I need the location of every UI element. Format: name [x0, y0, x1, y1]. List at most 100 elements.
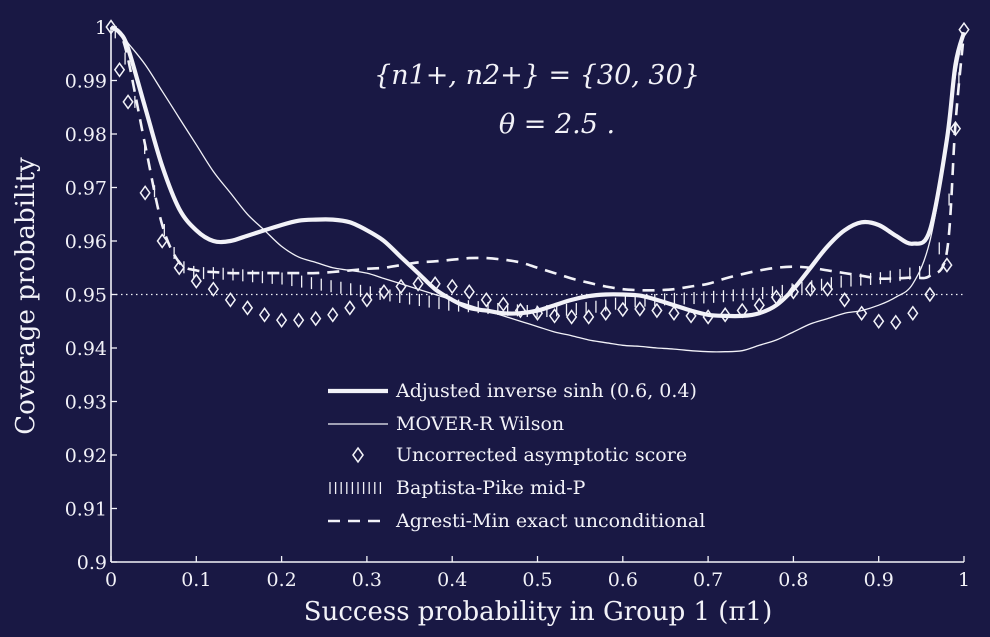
series-point-uncorrected-score	[787, 284, 800, 300]
y-tick-label: 0.9	[77, 552, 107, 574]
legend-item: Agresti-Min exact unconditional	[328, 510, 705, 532]
series-diamond	[105, 19, 970, 331]
series-thin	[110, 26, 965, 353]
series-point-uncorrected-score	[156, 233, 168, 249]
series-point-uncorrected-score	[310, 310, 322, 327]
series-point-uncorrected-score	[480, 292, 492, 308]
series-point-uncorrected-score	[258, 307, 271, 323]
series-point-uncorrected-score	[668, 305, 680, 322]
x-axis-title: Success probability in Group 1 (π1)	[304, 597, 772, 627]
tick-marks	[110, 26, 965, 563]
legend-label: MOVER-R Wilson	[396, 413, 564, 435]
series-point-uncorrected-score	[600, 305, 612, 322]
x-tick-labels: 0 0.1 0.2 0.3 0.4 0.5 0.6 0.7 0.8 0.9 1	[105, 569, 970, 591]
series-layer	[105, 19, 970, 353]
series-point-uncorrected-score	[651, 302, 663, 319]
x-tick-label: 0.6	[608, 569, 638, 591]
series-point-uncorrected-score	[583, 309, 595, 325]
legend-label: Adjusted inverse sinh (0.6, 0.4)	[395, 380, 697, 402]
series-point-uncorrected-score	[275, 312, 288, 328]
x-tick-label: 1	[958, 569, 970, 591]
legend-swatch-diamond	[352, 446, 364, 464]
series-point-uncorrected-score	[207, 281, 219, 297]
series-point-uncorrected-score	[139, 185, 151, 201]
series-point-uncorrected-score	[173, 259, 185, 276]
y-tick-label: 0.94	[65, 338, 107, 360]
y-tick-label: 0.96	[65, 231, 107, 253]
legend-label: Uncorrected asymptotic score	[396, 444, 687, 466]
series-point-uncorrected-score	[224, 292, 237, 308]
series-point-uncorrected-score	[634, 301, 646, 317]
y-tick-label: 0.91	[65, 499, 107, 521]
series-point-uncorrected-score	[873, 313, 885, 330]
x-tick-label: 0.2	[266, 569, 296, 591]
series-point-uncorrected-score	[378, 284, 390, 300]
series-point-uncorrected-score	[190, 273, 202, 289]
series-point-uncorrected-score	[497, 296, 509, 312]
x-tick-label: 0.1	[181, 569, 211, 591]
series-point-uncorrected-score	[344, 300, 356, 316]
y-tick-labels: 0.9 0.91 0.92 0.93 0.94 0.95 0.96 0.97 0.98 0.99 1	[65, 17, 107, 574]
series-point-uncorrected-score	[736, 302, 748, 319]
y-axis-title: Coverage probability	[11, 157, 41, 435]
series-point-uncorrected-score	[327, 307, 339, 323]
series-point-uncorrected-score	[293, 312, 305, 328]
series-point-uncorrected-score	[463, 284, 475, 300]
y-tick-label: 0.95	[65, 285, 107, 307]
series-point-uncorrected-score	[412, 276, 424, 292]
series-point-uncorrected-score	[395, 278, 407, 295]
x-tick-label: 0.9	[864, 569, 894, 591]
series-point-uncorrected-score	[122, 94, 134, 110]
legend-item: MOVER-R Wilson	[328, 413, 564, 435]
series-point-uncorrected-score	[105, 19, 117, 35]
series-point-uncorrected-score	[753, 297, 765, 313]
series-point-uncorrected-score	[770, 289, 782, 305]
series-point-uncorrected-score	[821, 281, 834, 297]
series-point-uncorrected-score	[241, 300, 254, 316]
series-point-uncorrected-score	[958, 21, 970, 38]
y-tick-label: 0.97	[65, 178, 107, 200]
series-point-uncorrected-score	[719, 307, 731, 323]
series-point-uncorrected-score	[113, 62, 126, 78]
series-line-adjusted-inverse-sinh	[109, 25, 967, 319]
x-tick-label: 0.8	[778, 569, 808, 591]
series-point-uncorrected-score	[890, 314, 902, 331]
series-point-uncorrected-score	[531, 305, 544, 322]
series-point-uncorrected-score	[838, 292, 851, 308]
series-point-uncorrected-score	[446, 278, 458, 295]
x-tick-label: 0	[105, 569, 117, 591]
legend-item: Adjusted inverse sinh (0.6, 0.4)	[328, 380, 697, 402]
series-dashed	[110, 25, 966, 292]
x-tick-label: 0.7	[693, 569, 723, 591]
series-point-uncorrected-score	[685, 308, 697, 324]
annotation-theta: θ = 2.5 .	[499, 109, 615, 140]
x-tick-label: 0.4	[437, 569, 467, 591]
legend-label: Baptista-Pike mid-P	[396, 477, 586, 499]
legend: Adjusted inverse sinh (0.6, 0.4) MOVER-R …	[328, 380, 705, 532]
legend-label: Agresti-Min exact unconditional	[395, 510, 705, 532]
annotation-sample-sizes: {n1+, n2+} = {30, 30}	[374, 60, 700, 91]
y-tick-label: 0.93	[65, 392, 107, 414]
x-tick-label: 0.3	[352, 569, 382, 591]
legend-item: Baptista-Pike mid-P	[329, 477, 586, 499]
series-point-uncorrected-score	[856, 305, 868, 322]
series-point-uncorrected-score	[924, 286, 936, 303]
series-point-uncorrected-score	[702, 309, 714, 325]
y-tick-label: 0.98	[65, 124, 107, 146]
series-dashes-vertical	[114, 26, 960, 318]
x-tick-label: 0.5	[522, 569, 552, 591]
series-point-uncorrected-score	[907, 305, 919, 322]
series-line-mover-r-wilson	[110, 26, 965, 353]
series-point-uncorrected-score	[949, 120, 962, 137]
series-line-agresti-min	[110, 25, 966, 292]
series-point-uncorrected-score	[429, 276, 441, 292]
series-point-uncorrected-score	[548, 308, 561, 324]
legend-item: Uncorrected asymptotic score	[352, 444, 687, 466]
series-thick	[109, 25, 967, 319]
series-point-uncorrected-score	[804, 281, 817, 297]
y-tick-label: 0.99	[65, 71, 107, 93]
y-tick-label: 1	[95, 17, 107, 39]
y-tick-label: 0.92	[65, 445, 107, 467]
